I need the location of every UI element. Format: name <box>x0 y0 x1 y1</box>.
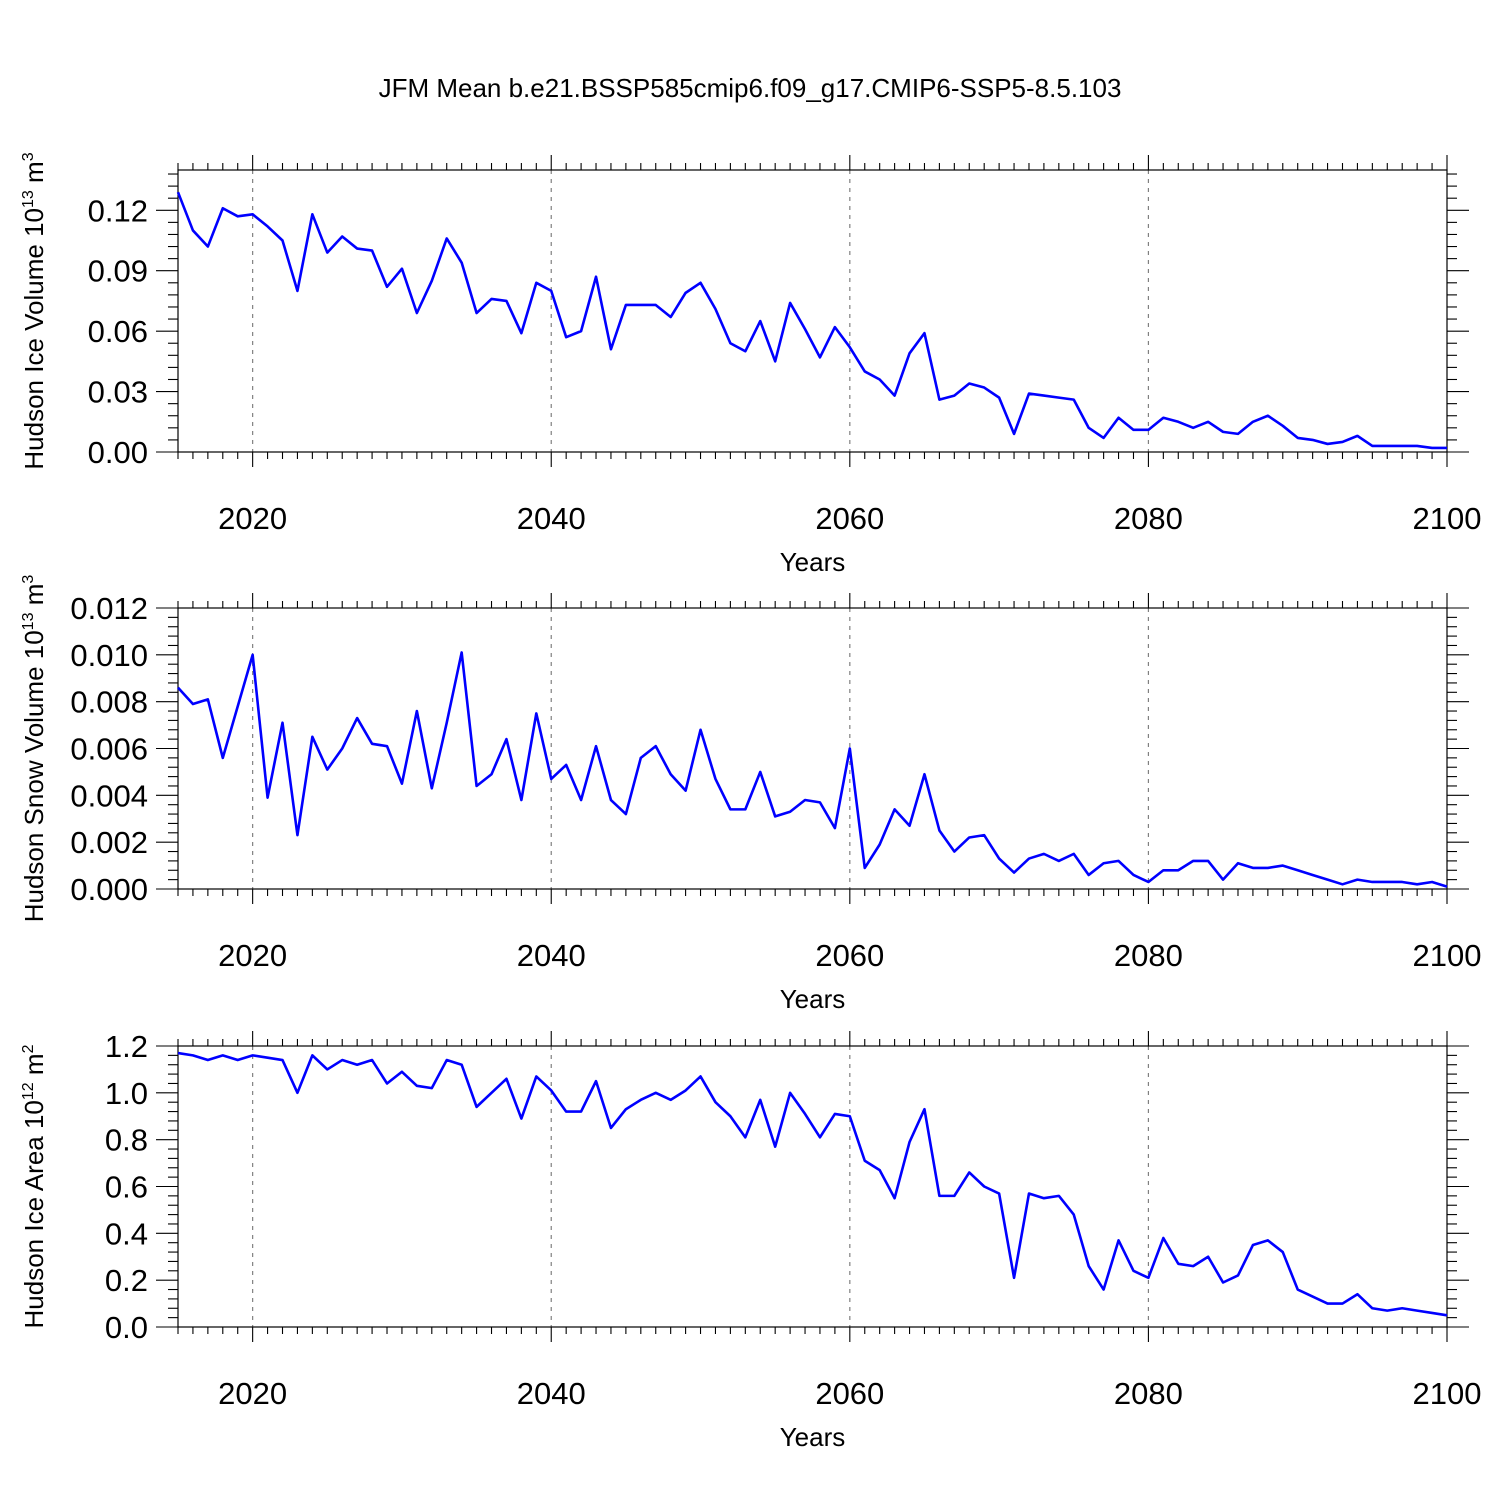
y-tick-label: 0.03 <box>88 375 148 410</box>
y-tick-label: 0.00 <box>88 435 148 470</box>
x-tick-label: 2100 <box>1413 938 1482 973</box>
series-line-snow-volume <box>177 651 1448 888</box>
y-tick-label: 0.010 <box>70 638 148 673</box>
y-tick-label: 1.2 <box>105 1029 148 1064</box>
plot-frame <box>177 607 1448 890</box>
x-tick-label: 2100 <box>1413 1376 1482 1411</box>
series-line-ice-volume <box>176 191 1447 450</box>
series-line-ice-area <box>177 1051 1448 1317</box>
chart-panel-2: 0.000 0.002 0.004 0.006 0.008 0.010 0.012 2020 2… <box>19 575 1481 1014</box>
x-tick-label: 2080 <box>1114 1376 1183 1411</box>
y-axis-label: Hudson Snow Volume 1013 m3 <box>19 575 49 923</box>
x-tick-label: 2040 <box>517 1376 586 1411</box>
x-tick-label: 2020 <box>218 938 287 973</box>
y-tick-label: 0.6 <box>105 1170 148 1205</box>
x-tick-label: 2060 <box>815 1376 884 1411</box>
chart-panel-1: 0.00 0.03 0.06 0.09 0.12 2020 2040 2060 2080 2100… <box>19 152 1481 577</box>
x-tick-label: 2060 <box>815 938 884 973</box>
y-tick-label: 0.002 <box>70 825 148 860</box>
x-tick-label: 2080 <box>1114 501 1183 536</box>
y-tick-label: 0.2 <box>105 1263 148 1298</box>
y-tick-label: 0.8 <box>105 1123 148 1158</box>
x-tick-label: 2020 <box>218 1376 287 1411</box>
y-tick-label: 0.4 <box>105 1216 148 1251</box>
y-tick-label: 0.0 <box>105 1310 148 1345</box>
chart-panel-3: 0.0 0.2 0.4 0.6 0.8 1.0 1.2 2020 2040 2060 2080 210… <box>19 1029 1481 1452</box>
x-tick-label: 2060 <box>815 501 884 536</box>
y-axis-label: Hudson Ice Volume 1013 m3 <box>19 152 49 469</box>
y-tick-label: 0.006 <box>70 732 148 767</box>
x-tick-label: 2040 <box>517 938 586 973</box>
y-tick-label: 0.012 <box>70 591 148 626</box>
x-tick-label: 2020 <box>218 501 287 536</box>
y-tick-label: 0.12 <box>88 193 148 228</box>
x-axis-label: Years <box>780 547 846 577</box>
y-tick-label: 0.09 <box>88 254 148 289</box>
x-tick-label: 2040 <box>517 501 586 536</box>
x-tick-label: 2100 <box>1413 501 1482 536</box>
y-tick-label: 0.008 <box>70 685 148 720</box>
y-tick-label: 0.06 <box>88 314 148 349</box>
x-axis-label: Years <box>780 1422 846 1452</box>
figure-title: JFM Mean b.e21.BSSP585cmip6.f09_g17.CMIP… <box>379 73 1122 103</box>
x-axis-label: Years <box>780 984 846 1014</box>
x-tick-label: 2080 <box>1114 938 1183 973</box>
y-tick-label: 1.0 <box>105 1076 148 1111</box>
y-tick-label: 0.000 <box>70 872 148 907</box>
plot-frame <box>177 1045 1448 1328</box>
y-tick-label: 0.004 <box>70 778 148 813</box>
plot-frame <box>177 169 1448 453</box>
y-axis-label: Hudson Ice Area 1012 m2 <box>19 1044 49 1328</box>
